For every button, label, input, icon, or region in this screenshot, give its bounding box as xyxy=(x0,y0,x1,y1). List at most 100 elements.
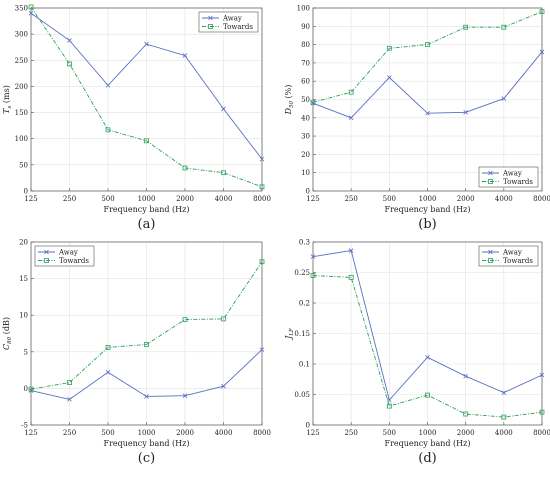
legend-marker-away xyxy=(488,170,493,176)
y-tick-label: 50 xyxy=(301,96,310,104)
y-axis-label: Ts (ms) xyxy=(2,85,13,114)
x-tick-label: 8000 xyxy=(533,195,550,203)
x-tick-label: 250 xyxy=(344,429,357,437)
data-point-towards xyxy=(221,316,226,322)
y-axis-label-sub: s xyxy=(7,105,13,108)
series-line-towards xyxy=(30,261,263,390)
data-point-away xyxy=(144,41,149,47)
data-point-towards xyxy=(259,259,265,265)
legend-label-towards: Towards xyxy=(223,23,253,31)
y-tick-label: 0.05 xyxy=(294,391,310,399)
y-tick-label: 300 xyxy=(15,31,28,39)
data-point-away xyxy=(387,75,392,80)
y-axis-label: D50 (%) xyxy=(284,85,295,116)
panel-label: (a) xyxy=(138,217,156,232)
y-tick-label: 90 xyxy=(301,23,310,31)
legend-label-towards: Towards xyxy=(503,178,533,186)
x-tick-label: 2000 xyxy=(176,429,194,437)
data-point-towards xyxy=(144,138,149,144)
x-tick-label: 125 xyxy=(24,195,37,203)
data-point-away xyxy=(259,156,265,162)
panel-label: (c) xyxy=(138,451,155,466)
legend-marker-towards xyxy=(488,258,493,263)
y-tick-label: 20 xyxy=(301,151,310,159)
y-tick-label: 50 xyxy=(19,161,28,169)
data-point-away xyxy=(259,347,265,352)
x-tick-label: 4000 xyxy=(215,429,233,437)
data-point-towards xyxy=(463,411,469,417)
x-tick-label: 8000 xyxy=(253,429,271,437)
data-point-towards xyxy=(67,61,72,67)
x-tick-label: 2000 xyxy=(176,195,194,203)
data-point-away xyxy=(539,49,545,55)
data-point-towards xyxy=(310,273,316,278)
y-axis-label-main: C xyxy=(2,344,11,350)
y-tick-label: 70 xyxy=(301,59,310,67)
legend-box xyxy=(478,245,539,267)
x-tick-label: 250 xyxy=(63,429,76,437)
data-point-away xyxy=(182,53,188,58)
legend-marker-away xyxy=(44,249,49,255)
data-point-towards xyxy=(463,24,469,30)
data-point-towards xyxy=(386,403,392,409)
x-tick-label: 125 xyxy=(306,429,319,437)
x-tick-label: 4000 xyxy=(495,195,513,203)
legend-label-towards: Towards xyxy=(59,257,89,265)
data-point-away xyxy=(310,254,316,259)
x-tick-label: 500 xyxy=(101,195,114,203)
x-tick-label: 4000 xyxy=(215,195,233,203)
legend-label-away: Away xyxy=(222,15,242,23)
x-tick-label: 500 xyxy=(383,195,396,203)
data-point-towards xyxy=(28,386,34,392)
data-point-towards xyxy=(501,24,507,30)
x-tick-label: 8000 xyxy=(533,429,550,437)
y-tick-label: 200 xyxy=(15,83,28,91)
legend-marker-towards xyxy=(44,258,49,263)
y-axis-label-sub: 50 xyxy=(289,100,295,107)
legend-label-away: Away xyxy=(58,249,78,257)
y-tick-label: 0 xyxy=(24,385,28,393)
x-tick-label: 125 xyxy=(306,195,319,203)
y-tick-label: 0 xyxy=(306,188,310,196)
x-tick-label: 1000 xyxy=(419,195,437,203)
data-point-towards xyxy=(105,127,111,133)
x-tick-label: 250 xyxy=(63,195,76,203)
y-axis-label: JLF xyxy=(284,328,295,341)
x-axis-label: Frequency band (Hz) xyxy=(104,439,190,448)
panel-label: (b) xyxy=(418,217,436,232)
data-point-away xyxy=(28,10,34,16)
legend-marker-away xyxy=(488,249,493,255)
y-tick-label: 80 xyxy=(301,41,310,49)
y-tick-label: -5 xyxy=(21,422,28,430)
x-tick-label: 250 xyxy=(344,195,357,203)
panel-3: -5 0 5 10 15 20 125 250 500 1000 2000 4000 8000 Frequ… xyxy=(2,239,271,467)
y-tick-label: 10 xyxy=(19,312,28,320)
x-axis-label: Frequency band (Hz) xyxy=(385,205,471,214)
y-tick-label: 350 xyxy=(15,5,28,13)
data-point-away xyxy=(144,394,149,399)
data-point-away xyxy=(425,355,430,360)
y-tick-label: 0 xyxy=(24,188,28,196)
y-axis-label-main: T xyxy=(2,108,11,114)
data-point-away xyxy=(539,372,545,378)
y-axis-label-unit: (ms) xyxy=(2,85,11,105)
x-tick-label: 1000 xyxy=(419,429,437,437)
panel-1: 0 50 100 150 200 250 300 350 125 250 500 1000 2000 40… xyxy=(2,5,271,233)
data-point-away xyxy=(182,393,188,399)
y-tick-label: 20 xyxy=(19,239,28,247)
y-tick-label: 0.3 xyxy=(299,239,310,247)
data-point-towards xyxy=(221,170,226,176)
y-tick-label: 0 xyxy=(306,422,310,430)
series-line-towards xyxy=(312,11,543,103)
data-point-away xyxy=(105,83,111,88)
y-axis-label-unit: (dB) xyxy=(2,317,11,337)
panel-4: 0 0.05 0.1 0.15 0.2 0.25 0.3 125 250 500 1000 2000 4… xyxy=(284,239,550,467)
y-tick-label: 15 xyxy=(19,275,28,283)
x-tick-label: 125 xyxy=(24,429,37,437)
data-point-towards xyxy=(425,42,430,47)
y-tick-label: 0.1 xyxy=(299,361,310,369)
x-tick-label: 2000 xyxy=(457,195,475,203)
legend-box xyxy=(34,245,95,267)
